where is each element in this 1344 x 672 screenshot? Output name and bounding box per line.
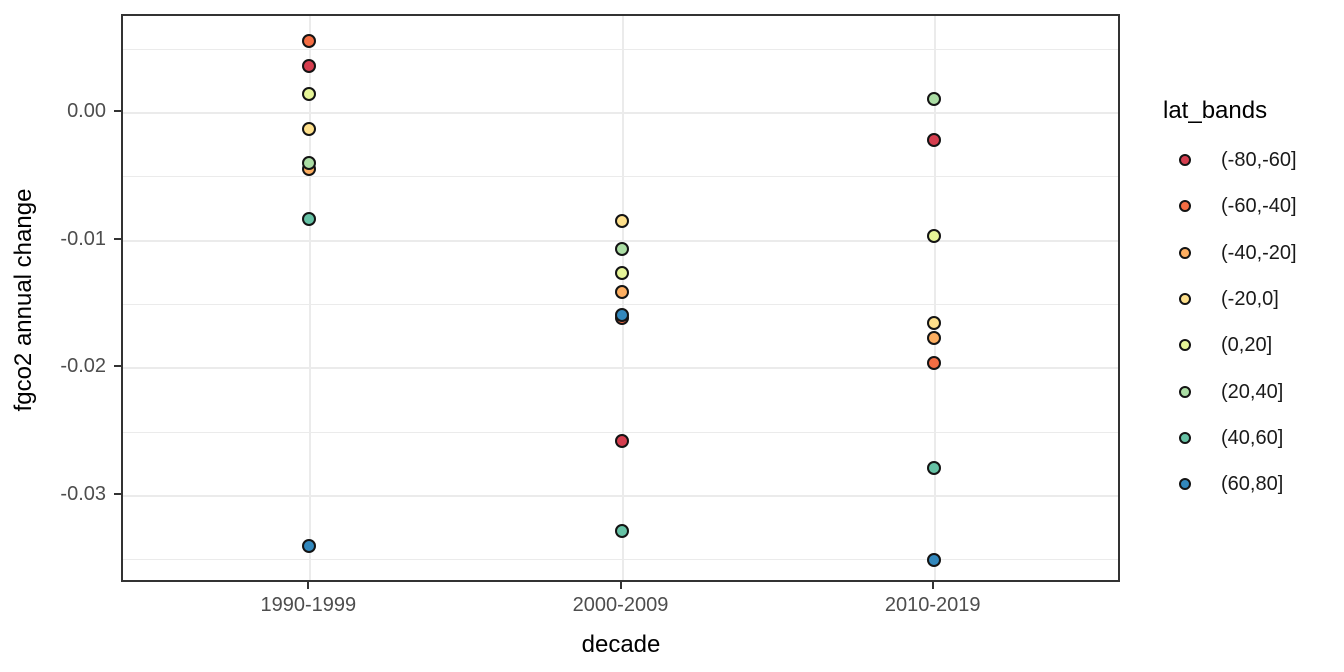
data-point <box>926 92 941 107</box>
data-point <box>302 156 317 171</box>
legend-item: (-20,0] <box>1163 276 1344 322</box>
major-gridline <box>123 239 1118 242</box>
y-tick <box>114 365 121 368</box>
data-point <box>614 241 629 256</box>
legend-label: (-80,-60] <box>1221 149 1297 171</box>
data-point <box>926 315 941 330</box>
data-point <box>614 265 629 280</box>
data-point <box>926 356 941 371</box>
major-gridline <box>123 494 1118 497</box>
y-tick <box>114 110 121 112</box>
data-point <box>302 212 317 227</box>
plot-panel <box>121 14 1120 582</box>
data-point <box>614 213 629 228</box>
x-tick <box>931 582 934 589</box>
legend-label: (60,80] <box>1221 473 1284 496</box>
data-point <box>302 121 317 136</box>
data-point <box>926 553 941 568</box>
legend-swatch-icon <box>1179 200 1191 213</box>
x-tick <box>619 582 622 589</box>
major-gridline <box>123 112 1118 114</box>
legend-item: (-80,-60] <box>1163 137 1344 183</box>
x-tick-label: 1990-1999 <box>260 594 357 616</box>
legend-item: (0,20] <box>1163 322 1344 368</box>
legend: lat_bands (-80,-60] (-60,-40] (-40,-20] (-2… <box>1163 0 1344 672</box>
legend-label: (-40,-20] <box>1221 241 1297 264</box>
data-point <box>926 330 941 345</box>
data-point <box>302 59 317 74</box>
y-tick <box>114 492 121 495</box>
y-tick-label: 0.00 <box>67 100 106 122</box>
minor-gridline <box>123 431 1118 433</box>
data-point <box>926 461 941 476</box>
legend-swatch-icon <box>1179 431 1191 444</box>
data-point <box>926 133 941 148</box>
legend-label: (40,60] <box>1221 426 1284 449</box>
y-tick-label: -0.03 <box>60 482 106 505</box>
category-gridline <box>933 16 936 580</box>
legend-item: (-60,-40] <box>1163 183 1344 229</box>
minor-gridline <box>123 559 1118 561</box>
data-point <box>614 284 629 299</box>
x-tick-label: 2010-2019 <box>884 594 981 616</box>
minor-gridline <box>123 176 1118 178</box>
x-tick <box>307 582 310 589</box>
legend-item: (40,60] <box>1163 415 1344 461</box>
category-gridline <box>309 16 312 580</box>
legend-swatch-icon <box>1179 385 1191 398</box>
y-tick <box>114 237 121 240</box>
legend-label: (-60,-40] <box>1221 195 1297 218</box>
x-tick-label: 2000-2009 <box>572 594 669 616</box>
legend-title: lat_bands <box>1163 97 1268 124</box>
data-point <box>614 523 629 538</box>
minor-gridline <box>123 303 1118 305</box>
legend-swatch-icon <box>1179 154 1191 166</box>
legend-label: (20,40] <box>1221 380 1284 403</box>
legend-swatch-icon <box>1179 339 1191 352</box>
data-point <box>614 434 629 449</box>
legend-swatch-icon <box>1179 246 1191 259</box>
y-tick-label: -0.02 <box>60 355 106 378</box>
x-axis-title: decade <box>581 631 661 658</box>
legend-item: (20,40] <box>1163 369 1344 415</box>
major-gridline <box>123 367 1118 370</box>
legend-swatch-icon <box>1179 478 1191 491</box>
data-point <box>302 33 317 48</box>
legend-label: (-20,0] <box>1221 287 1279 310</box>
data-point <box>614 307 629 322</box>
minor-gridline <box>123 48 1118 50</box>
legend-swatch-icon <box>1179 292 1191 305</box>
legend-item: (-40,-20] <box>1163 230 1344 276</box>
legend-item: (60,80] <box>1163 461 1344 507</box>
legend-label: (0,20] <box>1221 334 1273 357</box>
data-point <box>302 87 317 102</box>
data-point <box>302 538 317 553</box>
y-axis-title: fgco2 annual change <box>10 188 37 412</box>
data-point <box>926 228 941 243</box>
y-tick-label: -0.01 <box>60 227 106 250</box>
